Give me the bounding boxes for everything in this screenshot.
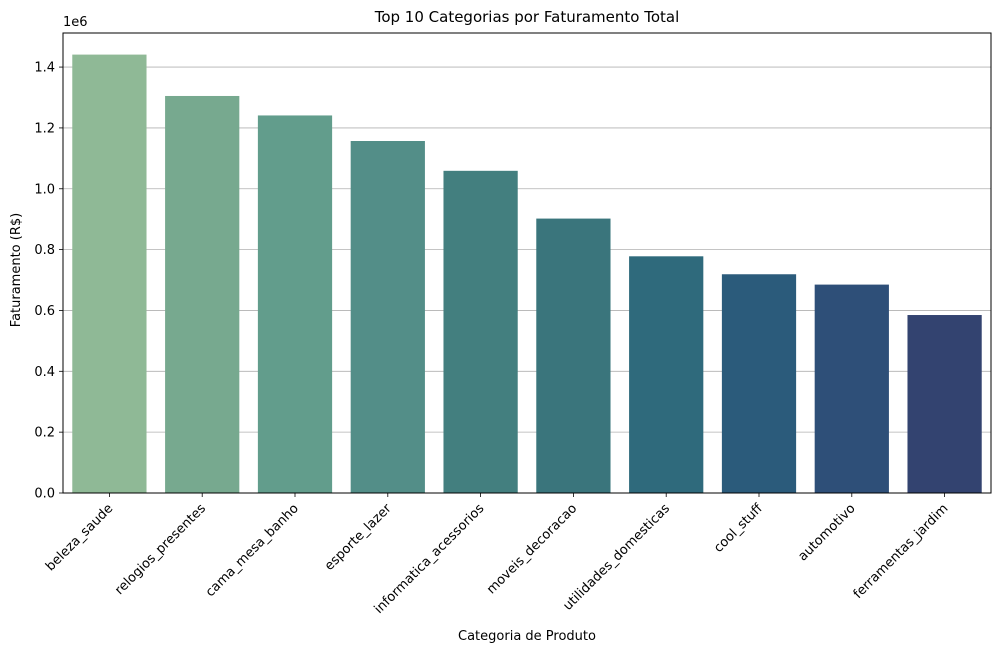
y-tick-label: 0.8 (34, 243, 55, 258)
y-tick-label: 1.2 (34, 121, 55, 136)
bar-cool_stuff (721, 274, 797, 493)
bar-automotivo (814, 284, 889, 493)
y-tick-label: 0.6 (34, 304, 55, 319)
y-tick-label: 0.4 (34, 365, 55, 380)
bar-ferramentas_jardim (907, 315, 982, 493)
y-axis-label: Faturamento (R$) (9, 213, 24, 327)
x-tick-label: ferramentas_jardim (851, 501, 952, 602)
y-axis: 0.0 0.2 0.4 0.6 0.8 1.0 1.2 1.4 (34, 61, 63, 502)
x-tick-label: relogios_presentes (112, 501, 209, 598)
chart-title: Top 10 Categorias por Faturamento Total (374, 8, 680, 26)
x-axis-label: Categoria de Produto (458, 629, 596, 644)
bar-moveis_decoracao (536, 218, 611, 493)
x-axis: beleza_sauderelogios_presentescama_mesa_… (43, 493, 951, 617)
plot-frame (62, 32, 992, 494)
bars (72, 54, 982, 494)
bar-cama_mesa_banho (257, 115, 333, 494)
bar-esporte_lazer (350, 141, 425, 494)
x-tick-label: moveis_decoracao (484, 501, 580, 597)
x-tick-label: utilidades_domesticas (560, 501, 673, 614)
y-tick-label: 1.0 (34, 182, 55, 197)
x-tick-label: cool_stuff (711, 500, 766, 555)
x-tick-label: esporte_lazer (322, 501, 395, 574)
y-tick-label: 0.0 (34, 487, 55, 502)
x-tick-label: cama_mesa_banho (203, 501, 302, 600)
y-axis-offset-label: 1e6 (63, 15, 88, 30)
y-tick-label: 1.4 (34, 61, 55, 76)
bar-utilidades_domesticas (629, 256, 704, 493)
y-tick-label: 0.2 (34, 426, 55, 441)
bar-relogios_presentes (165, 95, 240, 493)
x-tick-label: automotivo (796, 501, 859, 564)
x-tick-label: informatica_acessorios (372, 501, 488, 617)
bar-beleza_saude (72, 54, 147, 494)
x-tick-label: beleza_saude (43, 501, 116, 574)
bar-informatica_acessorios (443, 170, 518, 494)
